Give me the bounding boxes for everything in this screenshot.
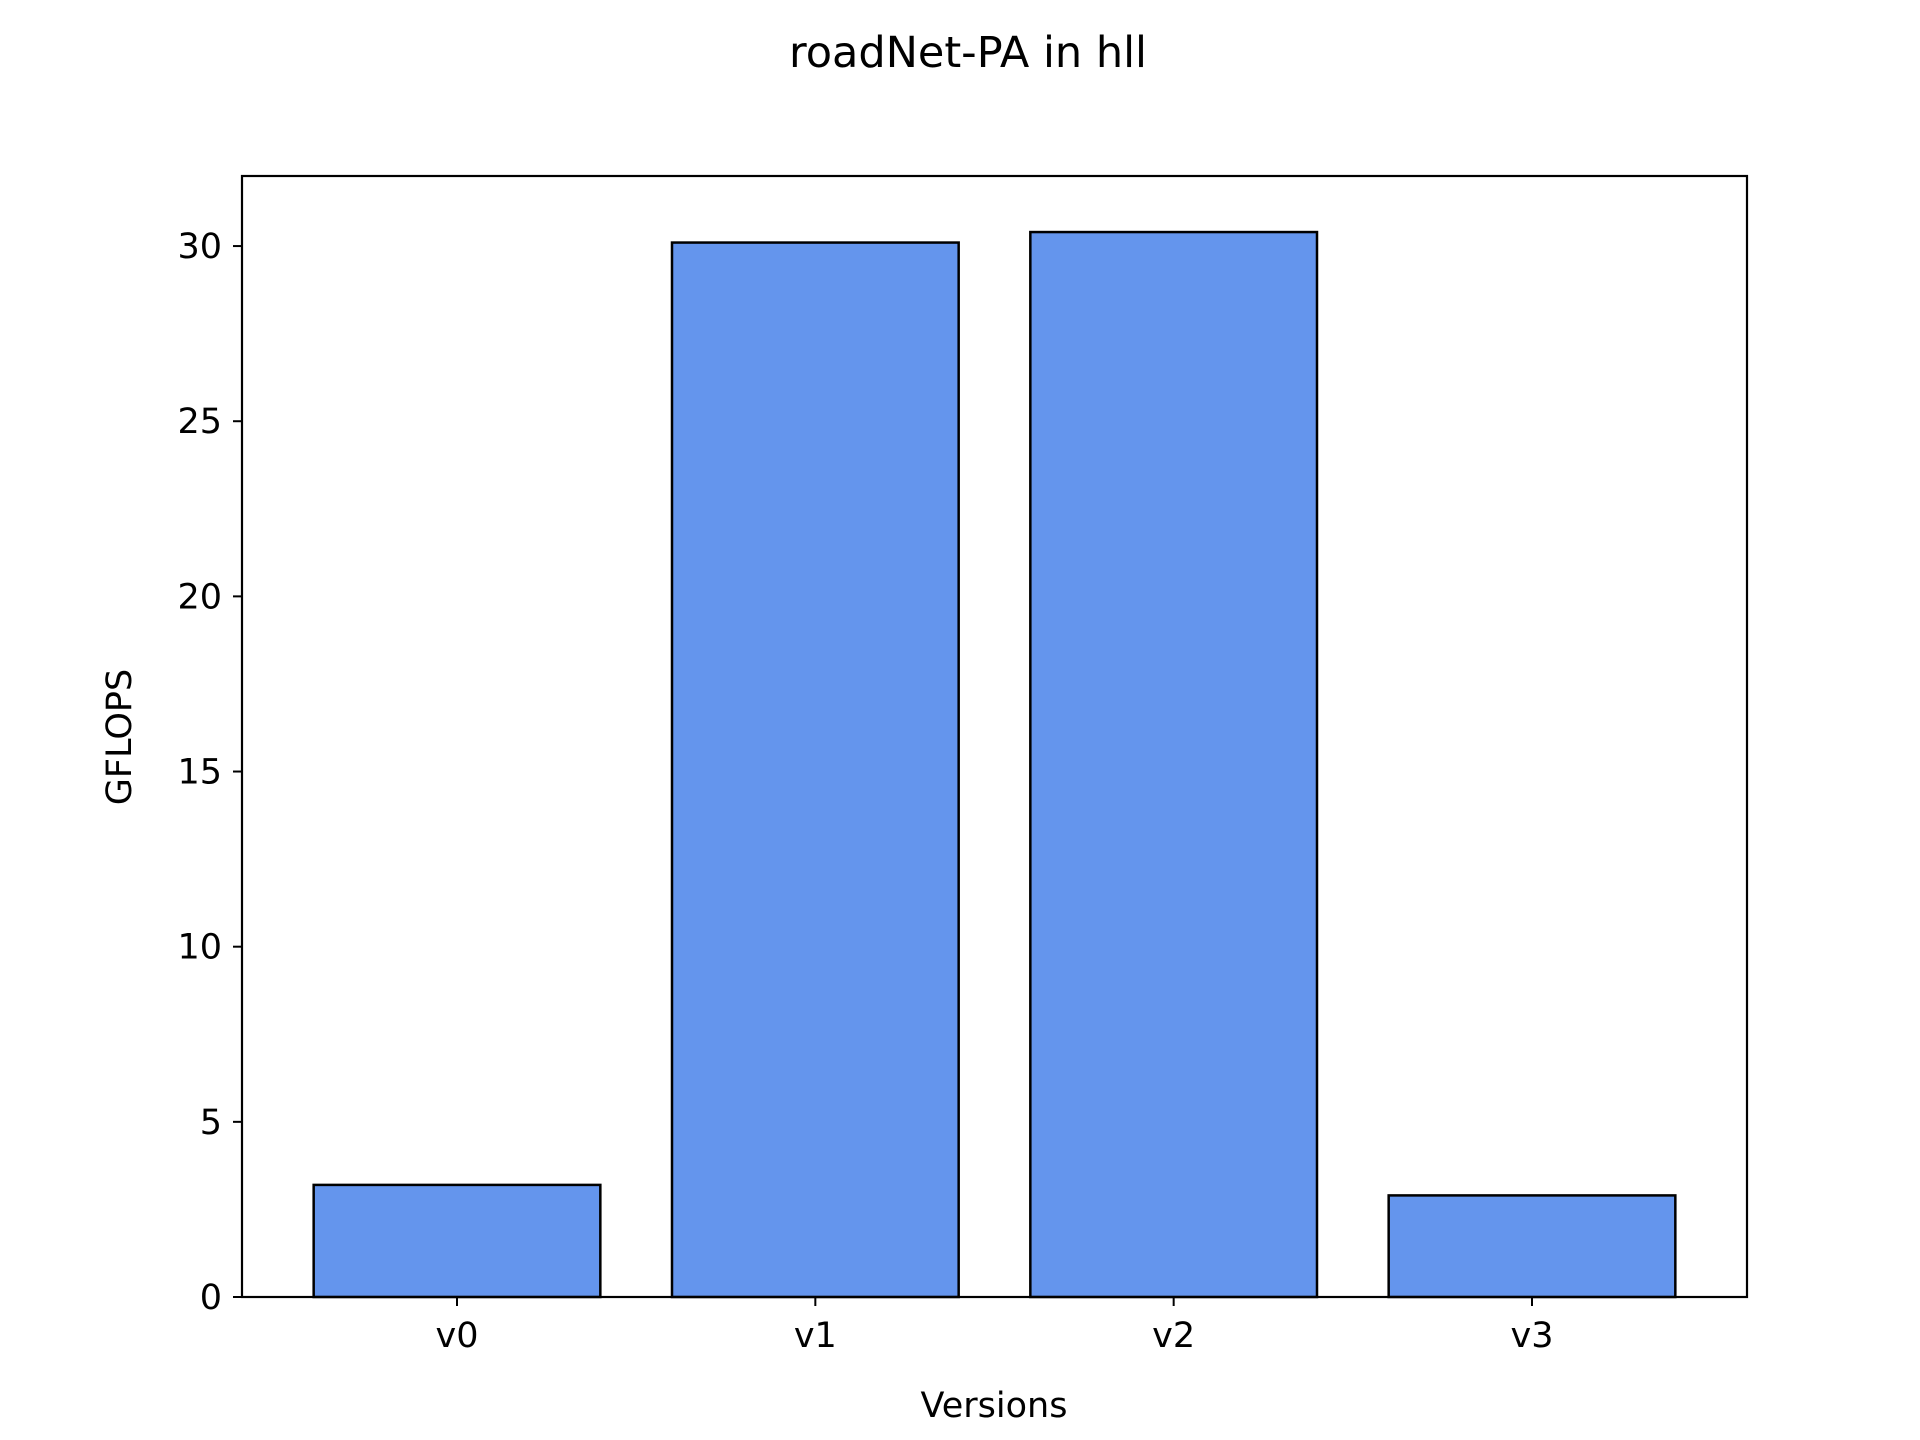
x-axis-label: Versions (921, 1386, 1068, 1426)
x-tick-label-v0: v0 (436, 1316, 479, 1356)
bar-v0 (312, 1183, 602, 1299)
x-axis: v0 v1 v2 v3 (436, 1297, 1554, 1356)
bar-v3 (1387, 1194, 1677, 1299)
y-tick-label-25: 25 (177, 402, 222, 442)
x-tick-label-v2: v2 (1152, 1316, 1195, 1356)
plot-frame (240, 174, 1749, 1299)
y-tick-label-15: 15 (177, 753, 222, 793)
x-tick-label-v3: v3 (1511, 1316, 1554, 1356)
chart-title: roadNet-PA in hll (789, 28, 1147, 78)
x-tick-label-v1: v1 (794, 1316, 837, 1356)
y-axis: 0 5 10 15 20 25 30 (177, 227, 242, 1318)
bar-v1 (670, 241, 960, 1299)
y-axis-label: GFLOPS (100, 669, 140, 805)
y-tick-label-10: 10 (177, 928, 222, 968)
y-tick-label-0: 0 (200, 1278, 222, 1318)
bar-v2 (1029, 230, 1319, 1299)
y-tick-label-20: 20 (177, 577, 222, 617)
bars-group (312, 230, 1677, 1299)
y-tick-label-30: 30 (177, 227, 222, 267)
y-tick-label-5: 5 (200, 1103, 222, 1143)
